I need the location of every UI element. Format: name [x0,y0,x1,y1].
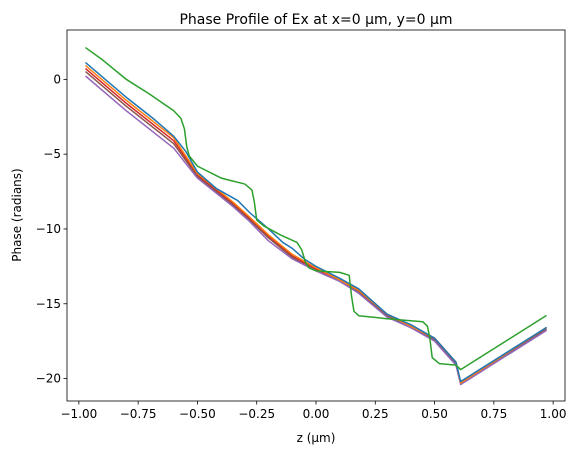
y-axis-label: Phase (radians) [10,168,24,261]
x-tick-label: 0.50 [421,407,448,421]
chart-title: Phase Profile of Ex at x=0 μm, y=0 μm [179,12,452,28]
x-tick-label: −0.25 [238,407,275,421]
x-tick-label: 1.00 [540,407,567,421]
y-tick-label: −15 [36,297,61,311]
series-line-6 [85,47,547,371]
x-tick-label: 0.75 [480,407,507,421]
x-tick-label: 0.25 [362,407,389,421]
x-tick-label: −1.00 [60,407,97,421]
series-layer [85,47,547,386]
y-axis: 0 −5 −10 −15 −20 [36,72,67,386]
x-tick-label: 0.00 [303,407,330,421]
x-axis-label: z (μm) [297,431,336,445]
x-tick-label: −0.75 [120,407,157,421]
y-tick-label: −20 [36,372,61,386]
x-tick-label: −0.50 [179,407,216,421]
y-tick-label: −5 [43,147,61,161]
series-line-5 [85,62,547,383]
x-axis: −1.00 −0.75 −0.50 −0.25 0.00 0.25 0.50 0.75 1.00 [60,401,567,421]
y-tick-label: 0 [53,72,61,86]
y-tick-label: −10 [36,222,61,236]
